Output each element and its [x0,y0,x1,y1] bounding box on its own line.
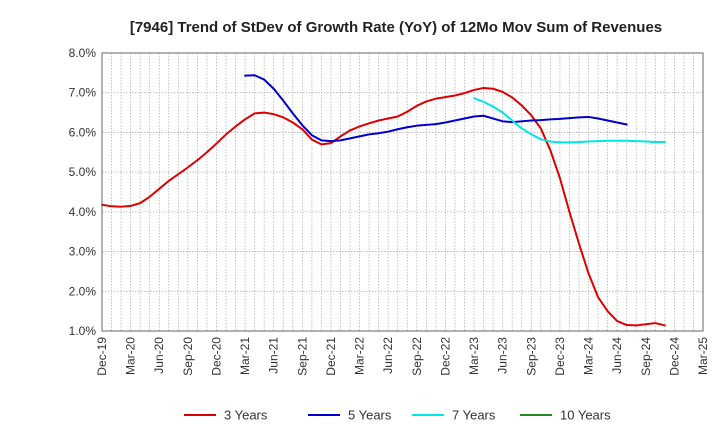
y-tick-label: 6.0% [69,125,97,139]
x-tick-label: Sep-23 [524,337,538,376]
x-tick-label: Sep-21 [295,337,309,376]
x-tick-label: Dec-21 [324,337,338,376]
x-tick-label: Sep-22 [410,337,424,376]
x-tick-label: Jun-23 [496,337,510,374]
x-tick-label: Jun-21 [267,337,281,374]
plot-area-frame [101,52,704,332]
x-tick-label: Jun-24 [610,337,624,374]
y-tick-label: 1.0% [69,324,97,338]
x-tick-label: Mar-20 [124,337,138,375]
grid [102,53,703,331]
series-line-0 [101,86,666,327]
chart-title: [7946] Trend of StDev of Growth Rate (Yo… [130,19,662,36]
y-tick-label: 4.0% [69,205,97,219]
x-axis-ticks: Dec-19 Mar-20 Jun-20 Sep-20 Dec-20 Mar-21 Jun-… [95,337,710,376]
x-tick-label: Dec-19 [95,337,109,376]
x-tick-label: Jun-22 [381,337,395,374]
x-tick-label: Mar-25 [696,337,710,375]
y-axis-ticks: 1.0% 2.0% 3.0% 4.0% 5.0% 6.0% 7.0% 8.0% [69,46,97,338]
series-line-1 [244,74,628,143]
legend-label-2: 7 Years [452,408,496,423]
legend-label-1: 5 Years [348,408,392,423]
x-tick-label: Mar-23 [467,337,481,375]
x-tick-label: Dec-24 [667,337,681,376]
x-tick-label: Sep-20 [181,337,195,376]
y-tick-label: 3.0% [69,245,97,259]
y-tick-label: 2.0% [69,284,97,298]
series-lines [101,74,666,327]
legend-label-0: 3 Years [224,408,268,423]
x-tick-label: Jun-20 [152,337,166,374]
x-tick-label: Dec-23 [553,337,567,376]
x-tick-label: Dec-22 [438,337,452,376]
legend: 3 Years 5 Years 7 Years 10 Years [184,408,611,423]
y-tick-label: 8.0% [69,46,97,60]
legend-label-3: 10 Years [560,408,611,423]
y-tick-label: 5.0% [69,165,97,179]
x-tick-label: Mar-21 [238,337,252,375]
x-tick-label: Mar-24 [582,337,596,375]
x-tick-label: Mar-22 [353,337,367,375]
x-tick-label: Dec-20 [209,337,223,376]
x-tick-label: Sep-24 [639,337,653,376]
y-tick-label: 7.0% [69,86,97,100]
series-line-2 [473,97,666,144]
